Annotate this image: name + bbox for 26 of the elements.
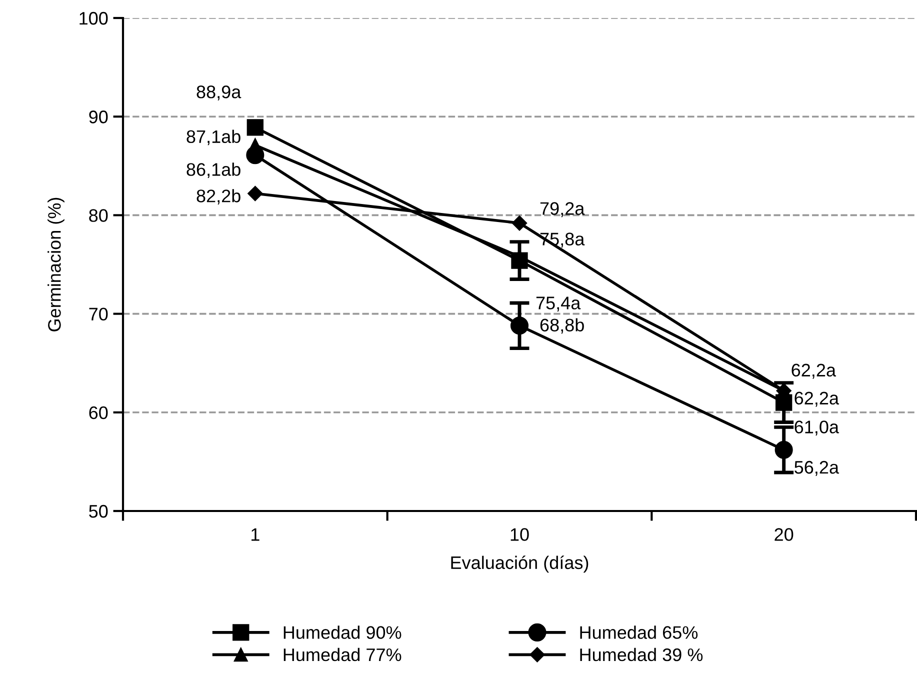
data-label: 61,0a [794,420,840,436]
legend-label: Humedad 90% [284,626,402,639]
x-tick-label: 10 [510,528,529,541]
y-axis-title: Germinacion (%) [48,198,64,332]
data-label: 62,2a [792,364,836,379]
data-label: 87,1ab [186,130,240,146]
legend-label: Humedad 77% [284,648,402,662]
y-tick-label: 60 [89,406,108,420]
x-axis-title: Evaluación (días) [451,556,588,573]
data-label: 79,2a [540,202,585,218]
data-label: 62,2a [794,392,840,407]
legend-label: Humedad 65% [580,626,698,639]
legend-label: Humedad 39 % [580,648,703,662]
y-tick-label: 100 [80,12,108,25]
x-tick-label: 1 [252,528,260,541]
data-label: 82,2b [196,189,240,204]
data-label: 56,2a [794,460,840,476]
y-tick-label: 80 [89,209,108,222]
data-label: 88,9a [196,86,242,100]
data-label: 75,4a [536,296,581,312]
y-tick-label: 90 [89,110,108,124]
y-tick-label: 70 [89,308,108,321]
data-label: 86,1ab [186,162,240,178]
y-tick-label: 50 [89,504,108,518]
data-label: 68,8b [540,318,584,334]
x-tick-label: 20 [774,528,794,541]
